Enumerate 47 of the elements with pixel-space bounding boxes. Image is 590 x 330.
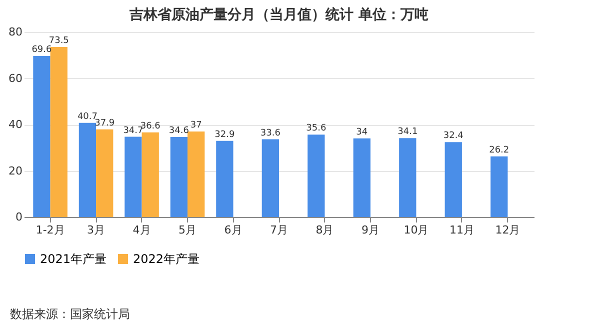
x-tick-label: 8月 [316, 224, 334, 236]
y-tick-label: 20 [8, 164, 22, 178]
data-label: 40.7 [77, 112, 98, 122]
data-label: 32.9 [214, 130, 235, 140]
bar [399, 138, 416, 217]
source-note: 数据来源：国家统计局 [10, 306, 130, 323]
bar [170, 136, 188, 217]
x-tick-label: 3月 [87, 224, 106, 236]
x-tick-label: 7月 [270, 224, 288, 236]
bar [490, 156, 508, 217]
bar [96, 129, 114, 217]
data-label: 73.5 [48, 36, 69, 46]
data-label: 34 [356, 127, 368, 138]
x-tick-label: 1-2月 [36, 224, 65, 236]
data-label: 26.2 [489, 145, 510, 156]
bar [142, 132, 159, 217]
y-tick-label: 60 [8, 72, 22, 85]
y-tick-label: 0 [16, 210, 22, 224]
bar [444, 142, 462, 217]
data-label: 32.4 [443, 131, 464, 142]
bar [50, 47, 68, 217]
x-tick-label: 10月 [404, 224, 429, 236]
legend-label: 2022年产量 [133, 252, 200, 266]
data-label: 35.6 [306, 124, 326, 134]
x-tick-label: 4月 [132, 224, 151, 236]
bar [262, 139, 279, 217]
data-label: 37 [190, 120, 202, 130]
x-tick-label: 12月 [495, 224, 520, 236]
bar [353, 138, 370, 217]
bar [124, 136, 142, 217]
x-tick-label: 5月 [178, 224, 197, 236]
x-tick-label: 11月 [449, 224, 474, 236]
data-label: 34.6 [168, 126, 190, 136]
chart-title: 吉林省原油产量分月（当月值）统计 单位：万吨 [128, 6, 428, 23]
legend-label: 2021年产量 [40, 252, 107, 266]
bar [33, 56, 50, 217]
x-tick-label: 6月 [224, 224, 242, 236]
data-label: 37.9 [94, 118, 115, 128]
bar [78, 122, 96, 217]
bar [216, 140, 234, 217]
bar [308, 134, 325, 217]
bar [188, 131, 205, 217]
data-label: 33.6 [260, 128, 281, 138]
data-label: 34.1 [398, 127, 418, 138]
y-tick-label: 80 [8, 26, 22, 38]
x-tick-label: 9月 [361, 224, 380, 236]
y-tick-label: 40 [8, 118, 22, 131]
